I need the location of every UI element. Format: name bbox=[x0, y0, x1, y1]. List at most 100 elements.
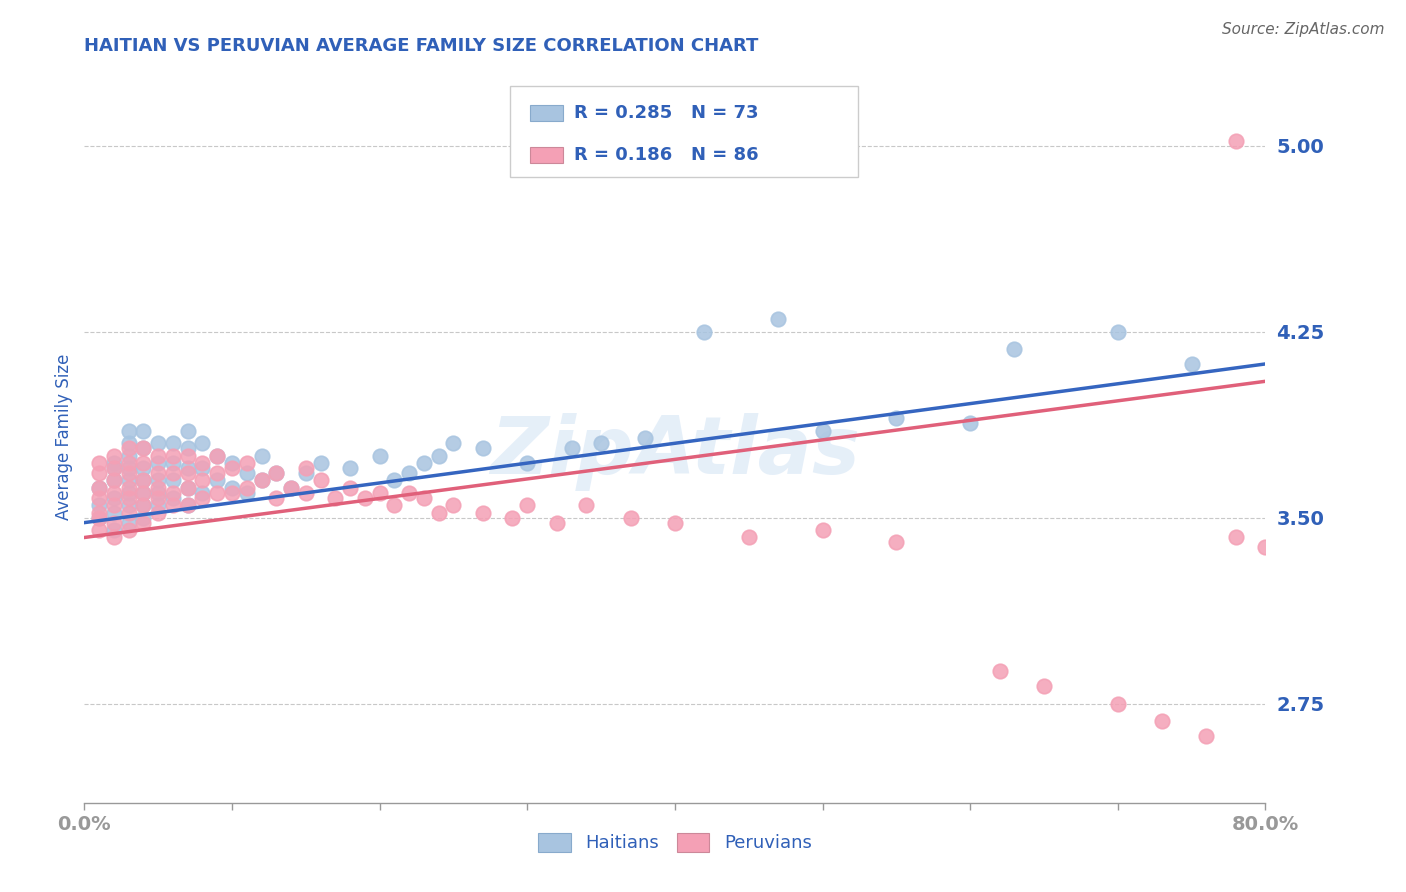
Point bbox=[118, 442, 141, 456]
Point bbox=[118, 456, 141, 470]
Point bbox=[191, 436, 214, 450]
Point bbox=[162, 474, 184, 488]
Point bbox=[118, 523, 141, 537]
Point bbox=[103, 531, 125, 545]
Point bbox=[368, 449, 391, 463]
Point bbox=[132, 498, 155, 512]
Point bbox=[118, 424, 141, 438]
Point bbox=[295, 466, 318, 480]
Point bbox=[177, 442, 200, 456]
Point bbox=[368, 486, 391, 500]
Point bbox=[236, 456, 259, 470]
Point bbox=[103, 523, 125, 537]
Point bbox=[103, 461, 125, 475]
Point bbox=[382, 498, 406, 512]
Point bbox=[207, 449, 229, 463]
Point bbox=[413, 491, 436, 505]
Point bbox=[118, 481, 141, 495]
Point bbox=[191, 486, 214, 500]
Point bbox=[325, 491, 347, 505]
Point bbox=[1033, 679, 1056, 693]
Point bbox=[132, 486, 155, 500]
Point bbox=[472, 506, 495, 520]
Point bbox=[132, 456, 155, 470]
Point bbox=[132, 461, 155, 475]
Point bbox=[620, 510, 643, 524]
Point bbox=[266, 466, 288, 480]
Text: Source: ZipAtlas.com: Source: ZipAtlas.com bbox=[1222, 22, 1385, 37]
Point bbox=[177, 424, 200, 438]
Point bbox=[280, 481, 302, 495]
Point bbox=[118, 486, 141, 500]
Point bbox=[207, 466, 229, 480]
Point bbox=[207, 449, 229, 463]
Point bbox=[1107, 325, 1129, 339]
Point bbox=[148, 466, 170, 480]
Point bbox=[118, 449, 141, 463]
Point bbox=[1150, 714, 1173, 728]
Point bbox=[148, 449, 170, 463]
Point bbox=[162, 486, 184, 500]
Point bbox=[309, 474, 332, 488]
Point bbox=[103, 474, 125, 488]
Point bbox=[118, 516, 141, 530]
Point bbox=[591, 436, 613, 450]
Point bbox=[132, 498, 155, 512]
Point bbox=[191, 491, 214, 505]
Point bbox=[162, 498, 184, 512]
FancyBboxPatch shape bbox=[509, 86, 858, 178]
Y-axis label: Average Family Size: Average Family Size bbox=[55, 354, 73, 520]
Point bbox=[148, 481, 170, 495]
Point bbox=[103, 506, 125, 520]
Point bbox=[103, 486, 125, 500]
Point bbox=[87, 481, 111, 495]
Point bbox=[207, 474, 229, 488]
Point bbox=[177, 481, 200, 495]
Point bbox=[177, 449, 200, 463]
Point bbox=[148, 486, 170, 500]
Point bbox=[103, 498, 125, 512]
Point bbox=[280, 481, 302, 495]
Point bbox=[177, 461, 200, 475]
Point bbox=[339, 461, 361, 475]
Point bbox=[132, 510, 155, 524]
Point bbox=[118, 474, 141, 488]
Point bbox=[768, 312, 790, 326]
Point bbox=[162, 466, 184, 480]
Point bbox=[501, 510, 523, 524]
Point bbox=[148, 474, 170, 488]
Point bbox=[250, 474, 273, 488]
Point bbox=[87, 491, 111, 505]
Point bbox=[339, 481, 361, 495]
Point bbox=[1225, 531, 1247, 545]
Point bbox=[886, 535, 908, 549]
Point bbox=[87, 466, 111, 480]
Point bbox=[250, 449, 273, 463]
Point bbox=[87, 506, 111, 520]
Point bbox=[103, 456, 125, 470]
Point bbox=[132, 474, 155, 488]
Point bbox=[398, 466, 420, 480]
Point bbox=[87, 481, 111, 495]
Point bbox=[132, 424, 155, 438]
Point bbox=[103, 449, 125, 463]
Point bbox=[295, 461, 318, 475]
Point bbox=[221, 461, 243, 475]
Point bbox=[87, 523, 111, 537]
Point bbox=[664, 516, 686, 530]
Point bbox=[354, 491, 377, 505]
Point bbox=[162, 449, 184, 463]
Point bbox=[886, 411, 908, 425]
Text: HAITIAN VS PERUVIAN AVERAGE FAMILY SIZE CORRELATION CHART: HAITIAN VS PERUVIAN AVERAGE FAMILY SIZE … bbox=[84, 37, 759, 54]
Point bbox=[1284, 555, 1306, 569]
Point bbox=[87, 498, 111, 512]
Point bbox=[250, 474, 273, 488]
Point bbox=[266, 466, 288, 480]
Point bbox=[118, 436, 141, 450]
Point bbox=[118, 466, 141, 480]
Point bbox=[236, 481, 259, 495]
FancyBboxPatch shape bbox=[530, 105, 562, 121]
Text: ZipAtlas: ZipAtlas bbox=[489, 413, 860, 491]
Point bbox=[162, 436, 184, 450]
Point bbox=[959, 417, 981, 431]
